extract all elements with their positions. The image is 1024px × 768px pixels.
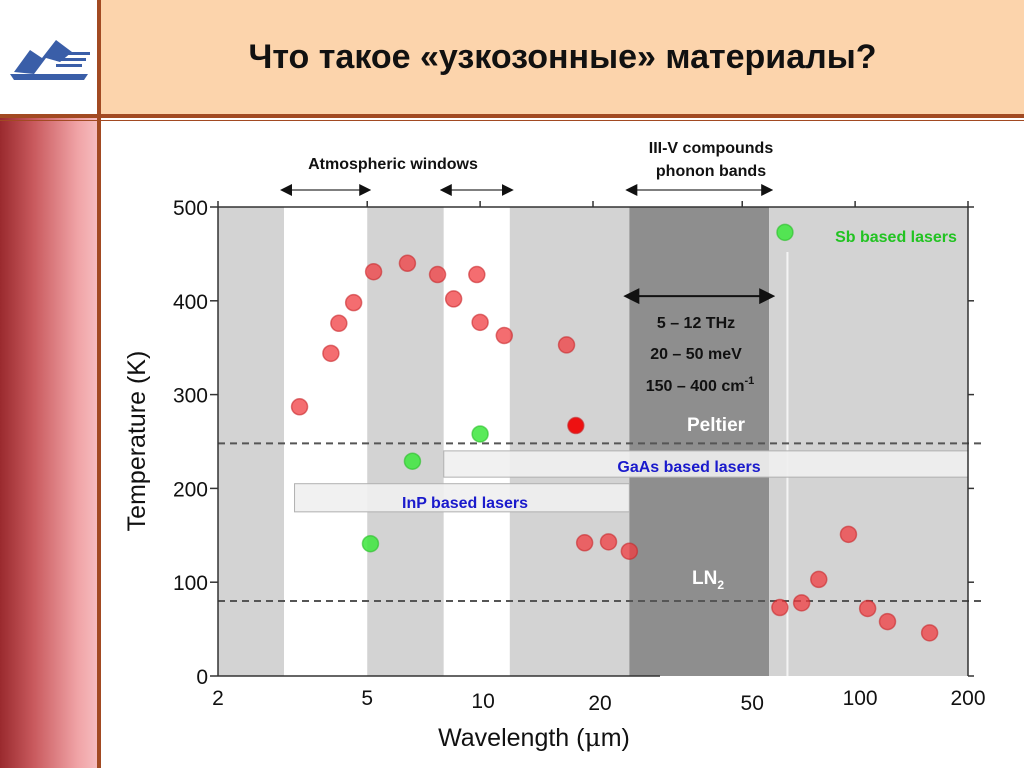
laser-range-boxes: [294, 450, 969, 513]
red-point-10: [495, 326, 514, 345]
red-point-5: [398, 254, 417, 273]
red-point-19: [839, 525, 858, 544]
red-point-1: [322, 344, 340, 363]
red-point-6: [428, 265, 447, 284]
y-tick-label-100: 100: [173, 572, 208, 595]
x-tick-label-10: 10: [471, 690, 494, 713]
axes: [210, 201, 974, 677]
red-point-11: [557, 336, 576, 354]
green-point-1: [403, 452, 422, 470]
red-point-16: [771, 598, 789, 617]
band-0: [218, 207, 285, 676]
red-point-21: [878, 612, 897, 631]
red-point-15: [620, 542, 639, 560]
red-point-7: [444, 290, 463, 308]
x-tick-label-100: 100: [843, 687, 878, 710]
x-tick-label-2: 2: [212, 687, 224, 710]
green-point-2: [471, 425, 489, 443]
inp-lasers-label: InP based lasers: [402, 495, 528, 512]
peltier-label: Peltier: [687, 415, 746, 436]
slide-header: [101, 0, 1024, 114]
y-tick-label-0: 0: [196, 666, 208, 689]
left-divider-line: [97, 0, 101, 768]
wavelength-bands: [218, 207, 968, 676]
red-point-4: [364, 262, 383, 281]
red-point-18: [810, 570, 828, 589]
green-point-3: [776, 223, 794, 242]
x-tick-label-20: 20: [588, 692, 611, 715]
phonon-bands-label-line2: phonon bands: [656, 163, 766, 180]
thz-label: 5 – 12 THz: [657, 315, 735, 332]
red-point-13: [575, 534, 594, 552]
band-4: [509, 207, 630, 676]
red-point-9: [471, 313, 489, 332]
atmospheric-windows-label: Atmospheric windows: [308, 156, 478, 173]
y-tick-label-300: 300: [173, 385, 208, 408]
red-point-22: [920, 624, 939, 642]
cm-label: 150 – 400 cm-1: [646, 375, 755, 395]
mev-label: 20 – 50 meV: [650, 346, 742, 363]
phonon-bands-label-line1: III-V compounds: [649, 140, 774, 157]
header-divider-thin: [0, 120, 1024, 121]
gaas-lasers-label: GaAs based lasers: [617, 459, 760, 476]
header-divider: [0, 114, 1024, 118]
red-point-14: [599, 533, 618, 551]
x-tick-label-50: 50: [741, 692, 764, 715]
x-axis-label: Wavelength (μm): [438, 723, 630, 752]
red-point-8: [468, 265, 486, 284]
y-tick-label-500: 500: [173, 197, 208, 220]
red-point-12: [567, 416, 585, 435]
red-point-20: [858, 599, 877, 618]
slide-title: Что такое «узкозонные» материалы?: [248, 38, 877, 76]
logo-icon: [10, 40, 90, 80]
data-points: [290, 223, 939, 642]
sb-lasers-label: Sb based lasers: [835, 229, 957, 246]
band-5: [629, 207, 770, 676]
reference-lines: [218, 442, 984, 602]
red-point-2: [330, 314, 348, 333]
ln2-label: LN2: [692, 568, 724, 592]
red-point-0: [290, 398, 309, 416]
x-tick-label-200: 200: [950, 687, 985, 710]
y-tick-label-200: 200: [173, 478, 208, 501]
band-2: [367, 207, 444, 676]
inp-box: [294, 483, 630, 513]
y-axis-label: Temperature (K): [123, 351, 151, 532]
green-point-0: [361, 534, 380, 553]
band-1: [284, 207, 368, 676]
red-point-3: [344, 293, 363, 312]
y-tick-label-400: 400: [173, 291, 208, 314]
left-decorative-bar: [0, 118, 97, 768]
tick-labels: 0 100 200 300 400 500 2 5 10 20 50 100 200: [173, 197, 986, 715]
red-point-17: [792, 594, 811, 612]
logo-area: [0, 0, 97, 114]
x-tick-label-5: 5: [361, 687, 373, 710]
range-arrows: [280, 184, 776, 305]
